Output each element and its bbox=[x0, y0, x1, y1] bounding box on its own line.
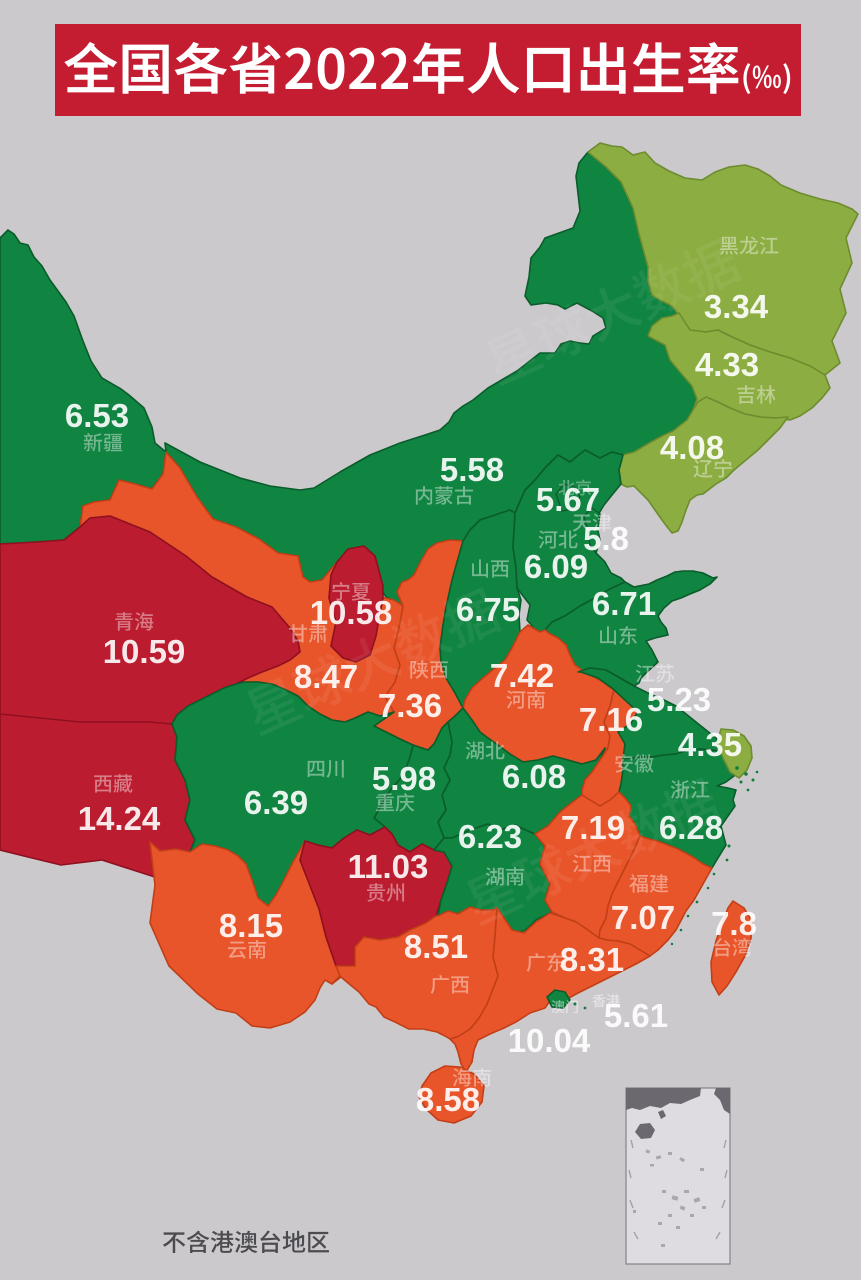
svg-text:7.42: 7.42 bbox=[490, 657, 554, 694]
svg-text:6.75: 6.75 bbox=[456, 591, 520, 628]
svg-text:5.23: 5.23 bbox=[647, 681, 711, 718]
svg-text:14.24: 14.24 bbox=[78, 800, 161, 837]
svg-text:8.51: 8.51 bbox=[404, 928, 468, 965]
svg-text:6.28: 6.28 bbox=[659, 809, 723, 846]
svg-text:8.58: 8.58 bbox=[416, 1081, 480, 1118]
svg-text:8.31: 8.31 bbox=[560, 941, 624, 978]
svg-text:4.35: 4.35 bbox=[678, 726, 742, 763]
svg-text:10.04: 10.04 bbox=[508, 1022, 591, 1059]
svg-text:5.8: 5.8 bbox=[583, 520, 629, 557]
svg-text:6.39: 6.39 bbox=[244, 784, 308, 821]
svg-text:7.07: 7.07 bbox=[611, 899, 675, 936]
svg-text:10.59: 10.59 bbox=[103, 633, 186, 670]
svg-text:11.03: 11.03 bbox=[348, 848, 429, 885]
svg-text:6.53: 6.53 bbox=[65, 397, 129, 434]
svg-text:4.08: 4.08 bbox=[660, 429, 724, 466]
svg-text:5.61: 5.61 bbox=[604, 997, 668, 1034]
svg-text:7.8: 7.8 bbox=[711, 905, 757, 942]
svg-text:7.16: 7.16 bbox=[579, 701, 643, 738]
svg-text:7.36: 7.36 bbox=[378, 687, 442, 724]
svg-text:8.47: 8.47 bbox=[294, 658, 358, 695]
svg-text:3.34: 3.34 bbox=[704, 288, 769, 325]
svg-text:6.09: 6.09 bbox=[524, 548, 588, 585]
svg-text:5.98: 5.98 bbox=[372, 760, 436, 797]
svg-text:6.71: 6.71 bbox=[592, 585, 656, 622]
svg-text:8.15: 8.15 bbox=[219, 907, 283, 944]
svg-text:4.33: 4.33 bbox=[695, 346, 759, 383]
svg-text:10.58: 10.58 bbox=[310, 594, 393, 631]
svg-text:7.19: 7.19 bbox=[561, 809, 625, 846]
svg-text:6.08: 6.08 bbox=[502, 758, 566, 795]
svg-text:6.23: 6.23 bbox=[458, 818, 522, 855]
svg-text:5.58: 5.58 bbox=[440, 451, 504, 488]
